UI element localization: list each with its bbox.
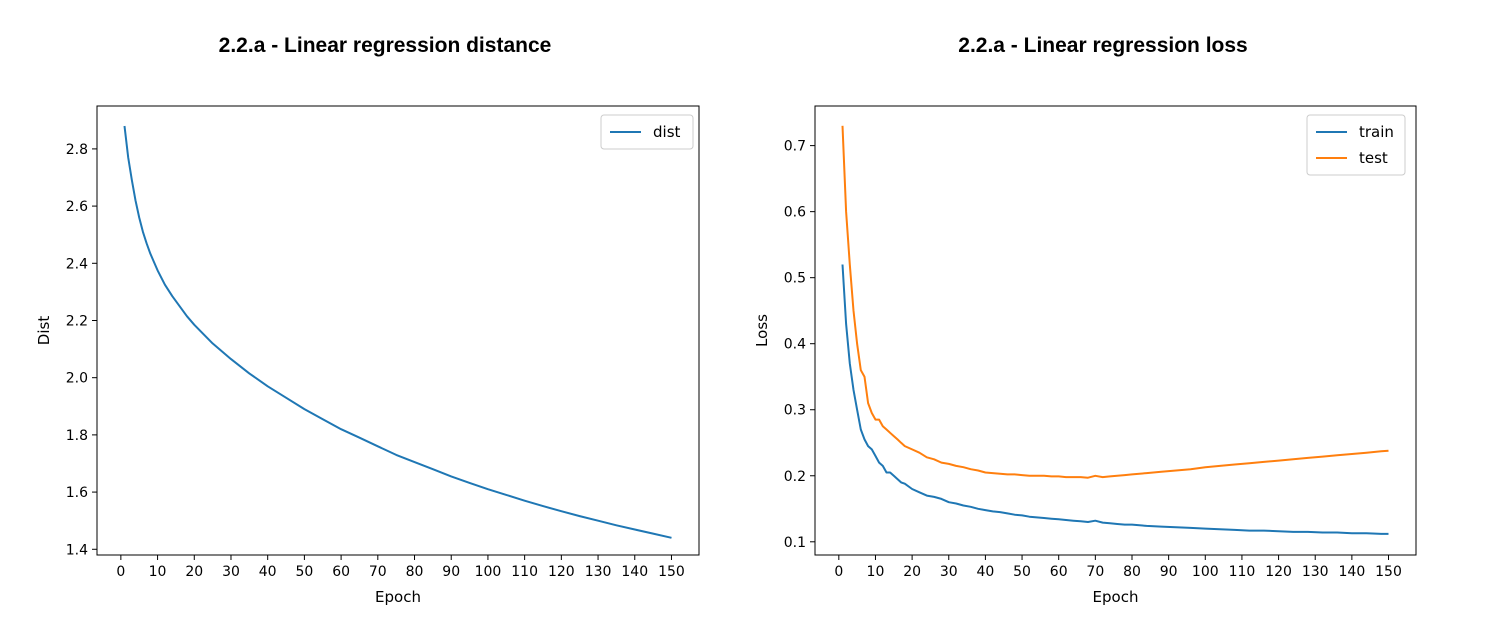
chart-title-distance: 2.2.a - Linear regression distance: [218, 34, 552, 57]
x-tick-label: 0: [834, 564, 843, 580]
x-tick-label: 140: [621, 564, 648, 580]
y-tick-label: 2.6: [66, 199, 88, 215]
y-axis-label: Loss: [753, 314, 771, 347]
x-tick-label: 100: [475, 564, 502, 580]
x-tick-label: 60: [1050, 564, 1068, 580]
plot-frame: [96, 105, 700, 556]
y-tick-label: 0.6: [784, 205, 806, 221]
y-tick-label: 0.2: [784, 469, 806, 485]
x-tick-label: 20: [903, 564, 921, 580]
series-line-test: [841, 125, 1389, 479]
x-tick-label: 110: [511, 564, 538, 580]
x-tick-label: 30: [940, 564, 958, 580]
x-tick-label: 0: [116, 564, 125, 580]
y-tick-label: 0.5: [784, 271, 806, 287]
y-tick-label: 2.2: [66, 313, 88, 329]
x-tick-label: 90: [442, 564, 460, 580]
x-tick-label: 150: [658, 564, 685, 580]
plot-frame: [814, 105, 1417, 556]
chart-loss: 0 10 20 30 40 50 60 70 80 90 100 110 120 130 140 150 0.1…: [753, 105, 1417, 606]
y-tick-label: 0.4: [784, 337, 806, 353]
y-tick-label: 1.8: [66, 428, 88, 444]
x-tick-label: 80: [406, 564, 424, 580]
legend-label-test: test: [1359, 149, 1388, 167]
chart-distance: 0 10 20 30 40 50 60 70 80 90 100 110 120 130 140 150 1.4…: [35, 105, 700, 606]
y-tick-label: 2.4: [66, 256, 88, 272]
x-tick-label: 110: [1229, 564, 1256, 580]
y-tick-label: 1.6: [66, 485, 88, 501]
legend-box: [600, 114, 694, 150]
x-tick-label: 130: [585, 564, 612, 580]
x-tick-label: 120: [1265, 564, 1292, 580]
x-tick-label: 130: [1302, 564, 1329, 580]
x-tick-label: 70: [369, 564, 387, 580]
x-tick-label: 90: [1160, 564, 1178, 580]
y-tick-label: 2.8: [66, 142, 88, 158]
x-tick-label: 40: [976, 564, 994, 580]
y-tick-label: 0.7: [784, 139, 806, 155]
x-tick-label: 50: [295, 564, 313, 580]
x-tick-label: 10: [149, 564, 167, 580]
y-tick-label: 0.1: [784, 535, 806, 551]
y-tick-label: 2.0: [66, 371, 88, 387]
x-tick-label: 40: [259, 564, 277, 580]
x-tick-label: 30: [222, 564, 240, 580]
x-tick-label: 80: [1123, 564, 1141, 580]
legend-label-dist: dist: [653, 123, 681, 141]
y-tick-label: 0.3: [784, 403, 806, 419]
x-tick-label: 140: [1339, 564, 1366, 580]
x-tick-label: 150: [1375, 564, 1402, 580]
x-tick-label: 120: [548, 564, 575, 580]
x-tick-label: 70: [1086, 564, 1104, 580]
series-line-dist: [123, 125, 672, 539]
x-tick-label: 20: [185, 564, 203, 580]
x-tick-label: 60: [332, 564, 350, 580]
chart-title-loss: 2.2.a - Linear regression loss: [958, 34, 1248, 57]
x-tick-label: 10: [867, 564, 885, 580]
x-axis-label: Epoch: [1093, 588, 1139, 606]
legend-label-train: train: [1359, 123, 1394, 141]
series-line-train: [841, 264, 1389, 535]
y-tick-label: 1.4: [66, 542, 88, 558]
y-axis-label: Dist: [35, 316, 53, 346]
legend-box: [1306, 114, 1406, 176]
x-tick-label: 100: [1192, 564, 1219, 580]
x-axis-label: Epoch: [375, 588, 421, 606]
x-tick-label: 50: [1013, 564, 1031, 580]
